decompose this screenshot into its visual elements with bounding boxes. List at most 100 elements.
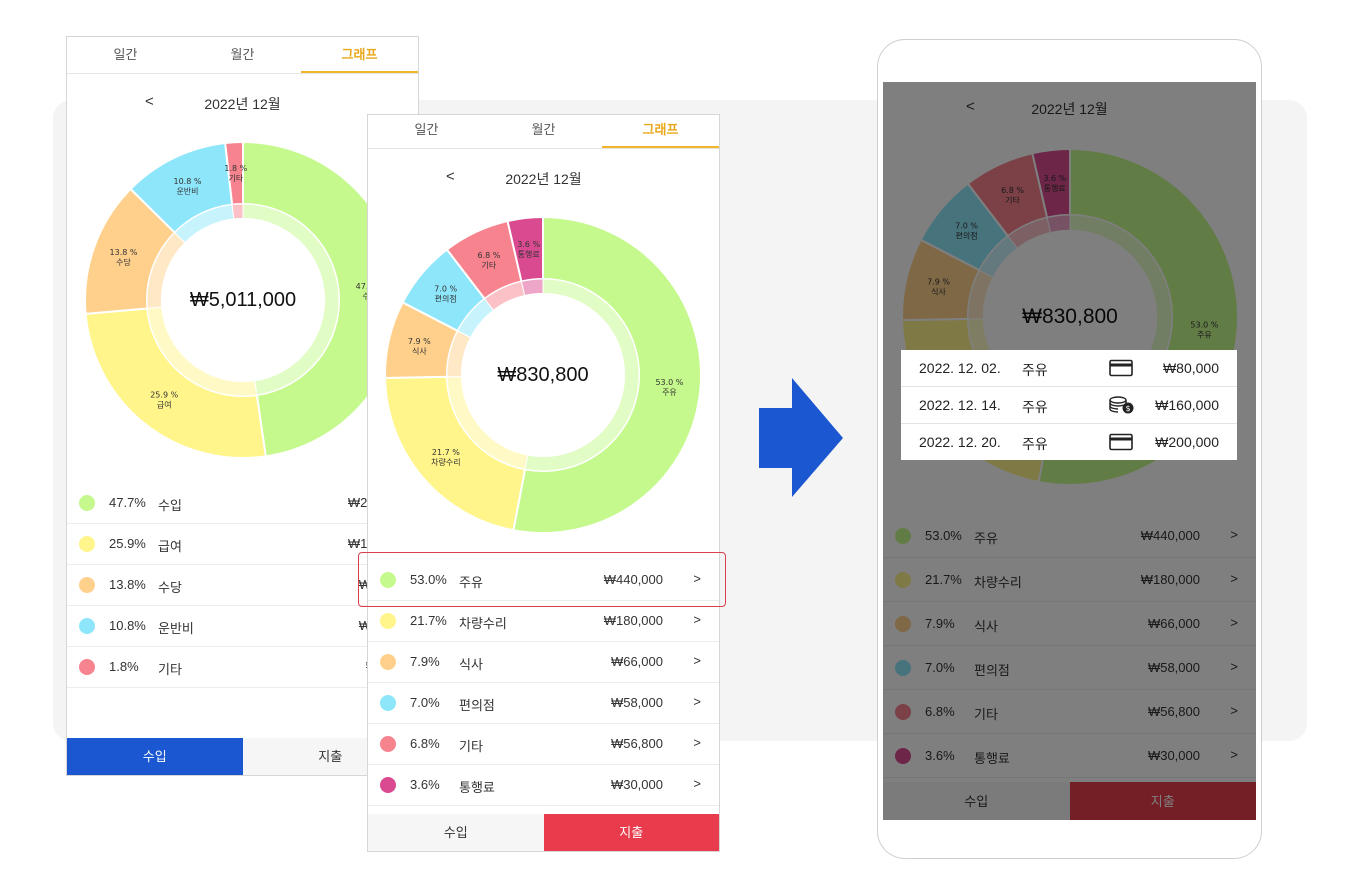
donut-inner-ring-5 [231,203,244,220]
segment-name-label: 수당 [116,257,131,267]
category-amount: ₩440,000 [603,572,663,587]
category-color-dot [380,613,396,629]
category-name: 차량수리 [459,616,507,631]
tab-graph[interactable]: 그래프 [602,115,719,148]
prev-month-button[interactable]: < [446,168,455,185]
category-color-dot [380,736,396,752]
transaction-row[interactable]: 2022. 12. 02. 주유 ₩80,000 [901,350,1237,387]
month-navigator: < 2022년 12월 [368,168,719,192]
category-percent: 25.9% [109,536,146,551]
transaction-row[interactable]: 2022. 12. 14. 주유 $ ₩160,000 [901,387,1237,424]
category-percent: 1.8% [109,659,139,674]
list-item[interactable]: 53.0% 주유 ₩440,000 > [368,560,719,601]
chevron-right-icon[interactable]: > [693,653,701,668]
chevron-right-icon[interactable]: > [693,735,701,750]
list-item[interactable]: 7.9% 식사 ₩66,000 > [368,642,719,683]
category-name: 운반비 [158,621,194,636]
category-color-dot [79,618,95,634]
transaction-amount: ₩200,000 [1155,434,1219,450]
category-color-dot [380,777,396,793]
total-amount: ₩830,800 [497,364,589,386]
tab-monthly[interactable]: 월간 [531,122,556,137]
card-icon [1109,433,1133,454]
transaction-row[interactable]: 2022. 12. 20. 주유 ₩200,000 [901,424,1237,460]
category-name: 기타 [459,739,483,754]
tab-graph[interactable]: 그래프 [301,37,418,73]
list-item[interactable]: 21.7% 차량수리 ₩180,000 > [368,601,719,642]
category-name: 수입 [158,498,182,513]
donut-center [161,218,325,382]
segment-percent-label: 21.7 % [432,448,460,457]
category-name: 통행료 [459,780,495,795]
bottom-toggle: 수입 지출 [67,738,418,775]
category-name: 기타 [158,662,182,677]
category-name: 주유 [459,575,483,590]
list-item[interactable]: 3.6% 통행료 ₩30,000 > [368,765,719,806]
right-arrow-icon [759,378,843,497]
category-percent: 6.8% [410,736,440,751]
transaction-popup: 2022. 12. 02. 주유 ₩80,000 2022. 12. 14. 주유 $ ₩1… [901,350,1237,460]
segment-percent-label: 1.8 % [224,164,247,173]
category-amount: ₩30,000 [610,777,663,792]
category-color-dot [380,654,396,670]
category-percent: 13.8% [109,577,146,592]
segment-name-label: 통행료 [518,249,540,259]
transaction-category: 주유 [1022,399,1048,415]
month-label: 2022년 12월 [204,96,281,112]
income-button[interactable]: 수입 [368,814,544,851]
svg-text:$: $ [1125,404,1130,413]
category-amount: ₩58,000 [610,695,663,710]
segment-name-label: 편의점 [435,293,457,303]
segment-percent-label: 7.9 % [408,337,431,346]
month-navigator: < 2022년 12월 [67,93,418,117]
transaction-category: 주유 [1022,436,1048,452]
list-item: 1.8%기타₩90,000 [67,647,418,688]
card-icon [1109,359,1133,380]
segment-percent-label: 13.8 % [110,248,138,257]
chevron-right-icon[interactable]: > [693,571,701,586]
list-item: 10.8%운반비₩541,000 [67,606,418,647]
segment-name-label: 급여 [157,400,172,410]
segment-percent-label: 6.8 % [477,251,500,260]
category-color-dot [79,659,95,675]
category-color-dot [79,495,95,511]
tab-monthly[interactable]: 월간 [230,47,255,62]
income-button[interactable]: 수입 [67,738,243,775]
segment-name-label: 기타 [228,174,243,183]
category-color-dot [79,577,95,593]
category-percent: 3.6% [410,777,440,792]
transaction-date: 2022. 12. 14. [919,397,1001,413]
category-percent: 53.0% [410,572,447,587]
tab-bar: 일간 월간 그래프 [368,115,719,149]
segment-name-label: 운반비 [176,187,198,196]
category-amount: ₩180,000 [603,613,663,628]
transaction-amount: ₩80,000 [1162,360,1219,376]
segment-name-label: 차량수리 [431,457,460,467]
tab-daily[interactable]: 일간 [113,47,138,62]
tab-daily[interactable]: 일간 [414,122,439,137]
category-color-dot [380,695,396,711]
chevron-right-icon[interactable]: > [693,612,701,627]
selection-highlight [358,552,726,607]
category-amount: ₩56,800 [610,736,663,751]
expense-button[interactable]: 지출 [543,814,719,851]
list-item[interactable]: 6.8% 기타 ₩56,800 > [368,724,719,765]
category-name: 급여 [158,539,182,554]
expense-graph-screen: 일간 월간 그래프 < 2022년 12월 53.0 % 주유 21.7 % 차량수리… [367,114,720,852]
prev-month-button[interactable]: < [145,93,154,110]
coins-icon: $ [1109,396,1135,417]
segment-percent-label: 25.9 % [150,391,178,400]
transaction-amount: ₩160,000 [1155,397,1219,413]
segment-name-label: 식사 [412,347,427,356]
donut-inner-ring-6 [520,278,544,297]
category-percent: 47.7% [109,495,146,510]
chevron-right-icon[interactable]: > [693,776,701,791]
transaction-date: 2022. 12. 20. [919,434,1001,450]
transaction-date: 2022. 12. 02. [919,360,1001,376]
category-color-dot [79,536,95,552]
chevron-right-icon[interactable]: > [693,694,701,709]
month-label: 2022년 12월 [505,171,582,187]
tab-bar: 일간 월간 그래프 [67,37,418,74]
list-item[interactable]: 7.0% 편의점 ₩58,000 > [368,683,719,724]
